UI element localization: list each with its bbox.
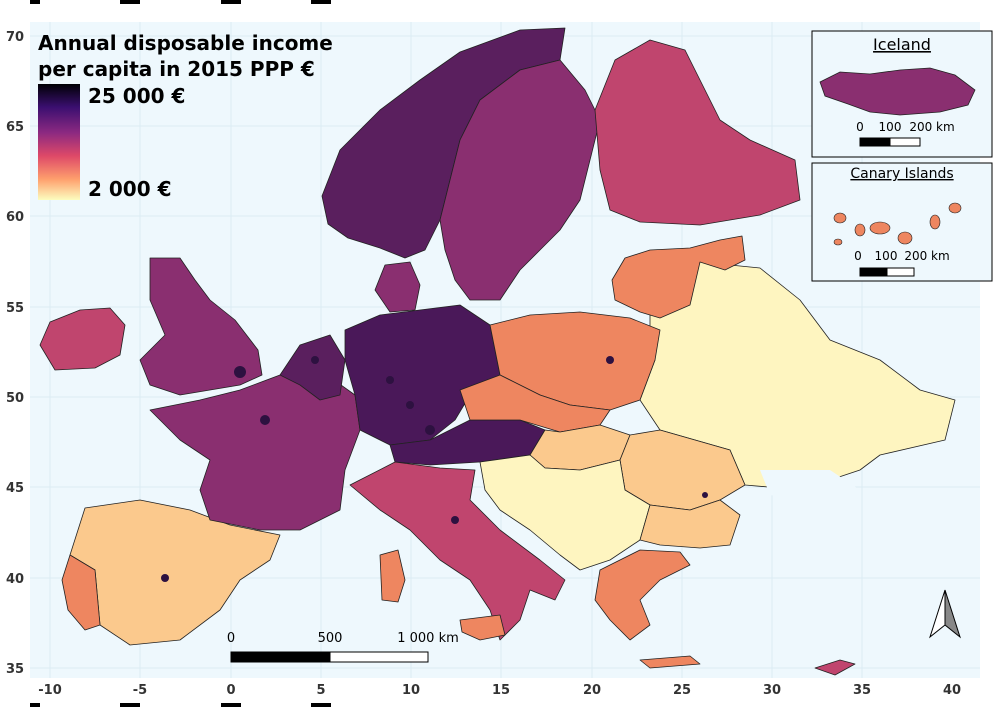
inset-canary-islands: Canary Islands 0 100 200 km [811, 162, 993, 282]
region-france [149, 369, 361, 531]
x-tick: 30 [763, 683, 781, 698]
region-crete [639, 655, 701, 669]
region-bulgaria [639, 499, 741, 549]
x-tick: 15 [492, 683, 510, 698]
y-tick: 45 [6, 481, 24, 496]
y-axis-ticks: 70 65 60 55 50 45 40 35 [6, 30, 24, 677]
x-axis-ticks: -10 -5 0 5 10 15 20 25 30 35 40 [38, 683, 961, 698]
region-sweden [439, 59, 601, 301]
region-italy [349, 461, 566, 641]
black-sea [760, 470, 860, 500]
x-tick: 40 [943, 683, 961, 698]
scale-label: 0 [227, 631, 235, 646]
region-ireland [39, 307, 126, 371]
inset-title-iceland: Iceland [873, 35, 931, 54]
frame-border [30, 0, 331, 707]
inset-scale-label: 0 [854, 249, 862, 263]
region-greece [594, 549, 691, 641]
region-germany [344, 304, 501, 446]
x-tick: 35 [853, 683, 871, 698]
region-czech-slovakia [459, 374, 611, 433]
x-tick: 20 [583, 683, 601, 698]
legend-colorbar [38, 84, 80, 200]
region-portugal [61, 554, 101, 631]
scale-label: 1 000 km [397, 631, 459, 646]
region-sardinia [379, 549, 406, 603]
region-great-britain [139, 257, 263, 396]
x-tick: -5 [133, 683, 147, 698]
x-tick: 10 [402, 683, 420, 698]
iceland-shape [819, 67, 976, 116]
x-tick: -10 [38, 683, 62, 698]
canary-islands-shapes [833, 202, 962, 246]
x-tick: 5 [316, 683, 325, 698]
y-tick: 55 [6, 301, 24, 316]
region-finland [594, 39, 801, 226]
inset-scale-label: 0 [856, 120, 864, 134]
scale-label: 500 [318, 631, 343, 646]
urban-areas [161, 356, 708, 582]
region-benelux [279, 334, 346, 401]
legend-min-label: 2 000 € [88, 177, 172, 201]
map-title-line1: Annual disposable income [38, 31, 333, 55]
legend-max-label: 25 000 € [88, 84, 185, 108]
inset-title-canary: Canary Islands [850, 166, 953, 182]
y-tick: 40 [6, 572, 24, 587]
y-tick: 60 [6, 210, 24, 225]
region-cyprus [814, 659, 856, 676]
x-tick: 0 [226, 683, 235, 698]
countries [39, 27, 956, 676]
inset-iceland: Iceland 0 100 200 km [811, 30, 993, 158]
x-tick: 25 [673, 683, 691, 698]
region-baltics [611, 235, 746, 319]
y-tick: 70 [6, 30, 24, 45]
region-sicily [459, 614, 506, 641]
y-tick: 65 [6, 120, 24, 135]
north-arrow-icon [929, 589, 961, 639]
region-ukraine-belarus [639, 261, 956, 489]
map-title-line2: per capita in 2015 PPP € [38, 57, 315, 81]
y-tick: 50 [6, 391, 24, 406]
scale-bar: 0 500 1 000 km [227, 631, 459, 663]
inset-scale-label: 100 [879, 120, 902, 134]
inset-scale-label: 100 [875, 249, 898, 263]
region-denmark [374, 261, 421, 313]
inset-scale-label: 200 km [909, 120, 954, 134]
inset-scale-label: 200 km [904, 249, 949, 263]
y-tick: 35 [6, 662, 24, 677]
